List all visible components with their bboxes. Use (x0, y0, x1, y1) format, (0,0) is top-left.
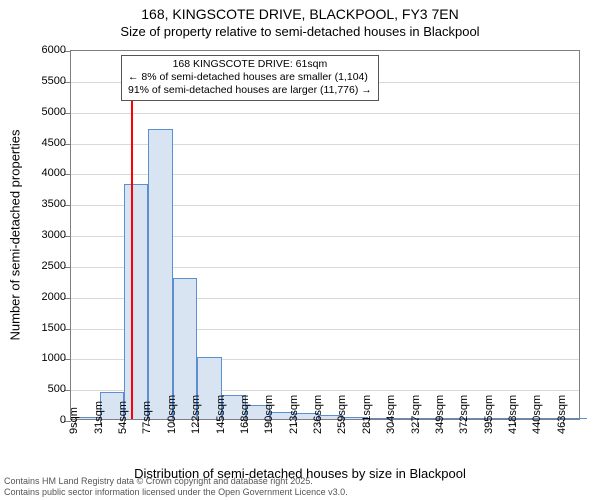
footer-line-2: Contains public sector information licen… (4, 487, 348, 498)
y-tick-label: 1500 (16, 322, 66, 334)
y-tick-label: 4000 (16, 167, 66, 179)
annotation-line-1: ← 8% of semi-detached houses are smaller… (128, 71, 372, 84)
y-tick-label: 5500 (16, 75, 66, 87)
y-tick-label: 4500 (16, 137, 66, 149)
y-tick-label: 3500 (16, 198, 66, 210)
y-tick-label: 6000 (16, 44, 66, 56)
grid-line (71, 174, 579, 175)
annotation-line-2: 91% of semi-detached houses are larger (… (128, 84, 372, 97)
histogram-plot: 168 KINGSCOTE DRIVE: 61sqm ← 8% of semi-… (70, 50, 580, 420)
histogram-bar (148, 129, 172, 419)
grid-line (71, 144, 579, 145)
grid-line (71, 113, 579, 114)
y-tick-label: 500 (16, 383, 66, 395)
y-tick-label: 2500 (16, 260, 66, 272)
y-tick-label: 2000 (16, 291, 66, 303)
y-tick-label: 5000 (16, 106, 66, 118)
y-tick-label: 0 (16, 414, 66, 426)
annotation-title: 168 KINGSCOTE DRIVE: 61sqm (128, 58, 372, 71)
reference-line (131, 74, 133, 419)
page-title: 168, KINGSCOTE DRIVE, BLACKPOOL, FY3 7EN (0, 6, 600, 22)
page-subtitle: Size of property relative to semi-detach… (0, 24, 600, 39)
footer-line-1: Contains HM Land Registry data © Crown c… (4, 476, 348, 487)
annotation-box: 168 KINGSCOTE DRIVE: 61sqm ← 8% of semi-… (121, 55, 379, 101)
histogram-bar (124, 184, 148, 419)
footer-attribution: Contains HM Land Registry data © Crown c… (4, 476, 348, 498)
y-tick-label: 3000 (16, 229, 66, 241)
y-tick-label: 1000 (16, 352, 66, 364)
